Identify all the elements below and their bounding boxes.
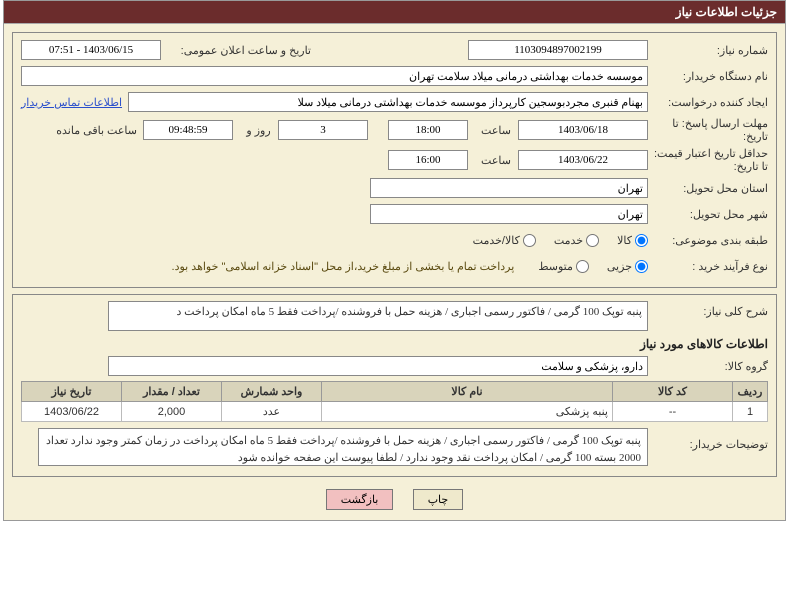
td-row: 1 xyxy=(733,402,768,422)
valid-time-field[interactable] xyxy=(388,150,468,170)
pt-partial-text: جزیی xyxy=(607,260,632,273)
goods-group-label: گروه کالا: xyxy=(648,360,768,373)
city-label: شهر محل تحویل: xyxy=(648,208,768,221)
td-date: 1403/06/22 xyxy=(22,402,122,422)
th-row: ردیف xyxy=(733,382,768,402)
buyer-notes-field[interactable]: پنبه توپک 100 گرمی / فاکتور رسمی اجباری … xyxy=(38,428,648,466)
need-desc-label: شرح کلی نیاز: xyxy=(648,301,768,318)
need-desc-field[interactable]: پنبه توپک 100 گرمی / فاکتور رسمی اجباری … xyxy=(108,301,648,331)
cat-both-text: کالا/خدمت xyxy=(473,234,520,247)
province-label: استان محل تحویل: xyxy=(648,182,768,195)
goods-table: ردیف کد کالا نام کالا واحد شمارش تعداد /… xyxy=(21,381,768,422)
table-row[interactable]: 1 -- پنبه پزشکی عدد 2,000 1403/06/22 xyxy=(22,402,768,422)
resp-date-field[interactable] xyxy=(518,120,648,140)
cat-both-radio[interactable] xyxy=(523,234,536,247)
detail-panel: شرح کلی نیاز: پنبه توپک 100 گرمی / فاکتو… xyxy=(12,294,777,477)
purchase-type-radios: جزیی متوسط xyxy=(538,260,648,273)
th-name: نام کالا xyxy=(322,382,613,402)
countdown-field[interactable] xyxy=(143,120,233,140)
cat-service-text: خدمت xyxy=(554,234,583,247)
pt-medium-text: متوسط xyxy=(538,260,573,273)
remain-label: ساعت باقی مانده xyxy=(50,124,143,137)
requester-field[interactable] xyxy=(128,92,648,112)
button-row: چاپ بازگشت xyxy=(12,483,777,512)
cat-goods-radio[interactable] xyxy=(635,234,648,247)
cat-service-radio[interactable] xyxy=(586,234,599,247)
category-radios: کالا خدمت کالا/خدمت xyxy=(473,234,648,247)
buyer-label: نام دستگاه خریدار: xyxy=(648,70,768,83)
announce-field[interactable] xyxy=(21,40,161,60)
cat-goods-text: کالا xyxy=(617,234,632,247)
resp-time-field[interactable] xyxy=(388,120,468,140)
need-no-label: شماره نیاز: xyxy=(648,44,768,57)
hour-label-2: ساعت xyxy=(468,154,518,167)
td-unit: عدد xyxy=(222,402,322,422)
days-and-label: روز و xyxy=(233,124,278,137)
td-qty: 2,000 xyxy=(122,402,222,422)
valid-date-field[interactable] xyxy=(518,150,648,170)
buyer-field[interactable] xyxy=(21,66,648,86)
valid-label: حداقل تاریخ اعتبار قیمت: تا تاریخ: xyxy=(648,147,768,173)
days-field[interactable] xyxy=(278,120,368,140)
purchase-type-label: نوع فرآیند خرید : xyxy=(648,260,768,273)
info-panel: شماره نیاز: تاریخ و ساعت اعلان عمومی: نا… xyxy=(12,32,777,288)
pt-partial-radio[interactable] xyxy=(635,260,648,273)
need-no-field[interactable] xyxy=(468,40,648,60)
th-unit: واحد شمارش xyxy=(222,382,322,402)
resp-deadline-label: مهلت ارسال پاسخ: تا تاریخ: xyxy=(648,117,768,143)
th-qty: تعداد / مقدار xyxy=(122,382,222,402)
contact-link[interactable]: اطلاعات تماس خریدار xyxy=(21,96,122,109)
th-code: کد کالا xyxy=(613,382,733,402)
payment-note: پرداخت تمام یا بخشی از مبلغ خرید،از محل … xyxy=(172,260,515,273)
requester-label: ایجاد کننده درخواست: xyxy=(648,96,768,109)
td-name: پنبه پزشکی xyxy=(322,402,613,422)
td-code: -- xyxy=(613,402,733,422)
goods-group-field[interactable] xyxy=(108,356,648,376)
goods-info-title: اطلاعات کالاهای مورد نیاز xyxy=(21,337,768,351)
back-button[interactable]: بازگشت xyxy=(326,489,394,510)
city-field[interactable] xyxy=(370,204,648,224)
th-date: تاریخ نیاز xyxy=(22,382,122,402)
buyer-notes-label: توضیحات خریدار: xyxy=(648,428,768,451)
province-field[interactable] xyxy=(370,178,648,198)
print-button[interactable]: چاپ xyxy=(413,489,464,510)
panel-title: جزئیات اطلاعات نیاز xyxy=(4,1,785,23)
announce-label: تاریخ و ساعت اعلان عمومی: xyxy=(161,44,311,57)
hour-label-1: ساعت xyxy=(468,124,518,137)
category-label: طبقه بندی موضوعی: xyxy=(648,234,768,247)
pt-medium-radio[interactable] xyxy=(576,260,589,273)
